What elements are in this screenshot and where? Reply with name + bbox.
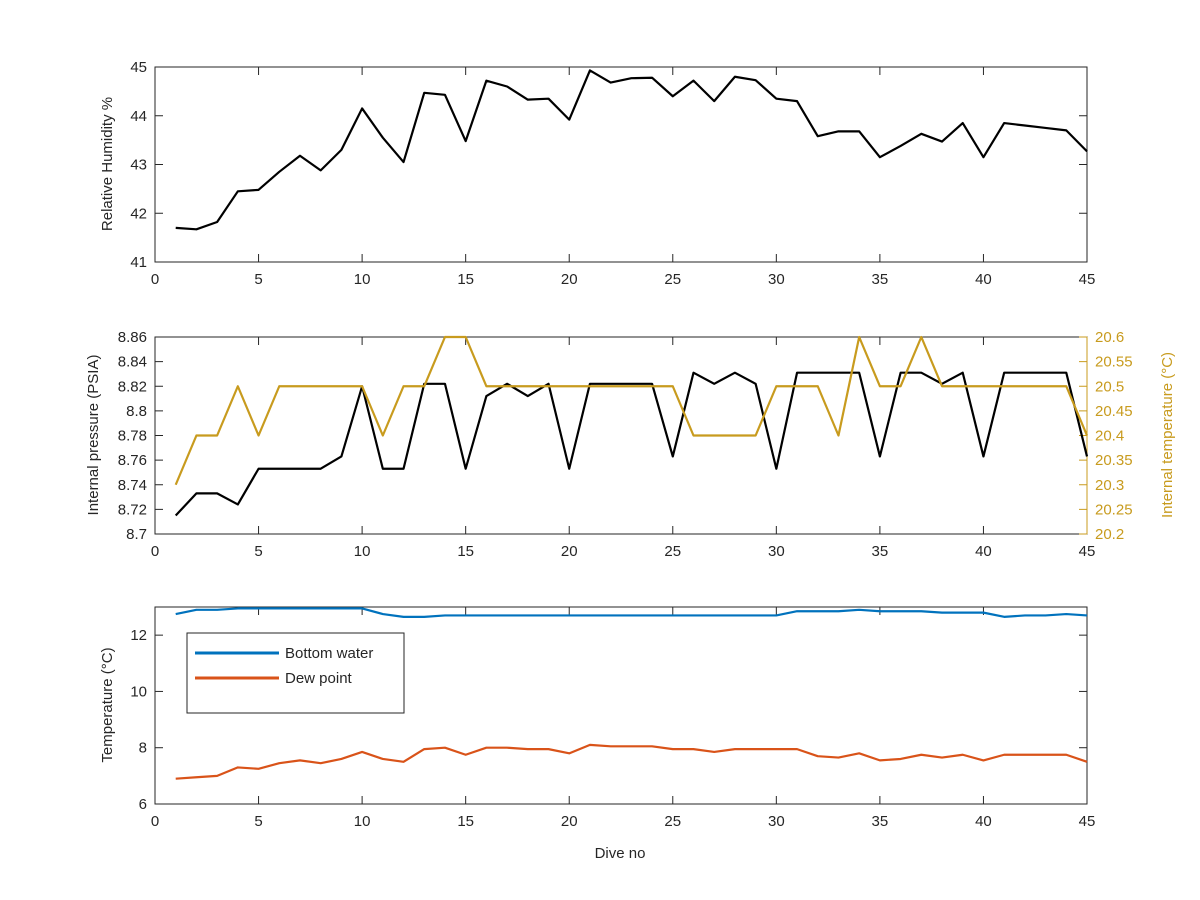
y-tick-label: 8.72: [118, 501, 147, 518]
y-tick-label: 8.8: [126, 403, 147, 420]
series-1-line: [175, 69, 1088, 231]
x-tick-label: 15: [457, 271, 474, 288]
right-y-tick-label: 20.3: [1095, 477, 1124, 494]
legend-label: Bottom water: [285, 645, 373, 662]
x-tick-label: 5: [254, 813, 262, 830]
x-tick-label: 15: [457, 813, 474, 830]
x-tick-label: 40: [975, 813, 992, 830]
right-y-tick-label: 20.45: [1095, 403, 1133, 420]
y-tick-label: 8.7: [126, 526, 147, 543]
plot-area-frame: [154, 66, 1088, 263]
x-tick-label: 35: [872, 271, 889, 288]
y-tick-label: 8.82: [118, 378, 147, 395]
y-tick-label: 45: [130, 59, 147, 76]
legend: Bottom water Dew point: [186, 632, 405, 714]
legend-box: [186, 632, 405, 714]
x-tick-label: 35: [872, 543, 889, 560]
dew-point-line: [175, 743, 1088, 780]
y-tick-label: 10: [130, 683, 147, 700]
x-tick-label: 25: [664, 813, 681, 830]
x-tick-label: 40: [975, 543, 992, 560]
y-tick-label: 8.76: [118, 452, 147, 469]
x-tick-label: 45: [1079, 813, 1096, 830]
humidity-y-axis-label: Relative Humidity %: [99, 97, 116, 231]
y-tick-label: 6: [139, 796, 147, 813]
y-tick-label: 8.86: [118, 329, 147, 346]
x-tick-label: 35: [872, 813, 889, 830]
y-tick-label: 42: [130, 205, 147, 222]
plot-area-frame: [154, 336, 1088, 535]
y-tick-label: 8: [139, 740, 147, 757]
x-tick-label: 0: [151, 543, 159, 560]
y-tick-label: 12: [130, 627, 147, 644]
x-tick-label: 20: [561, 543, 578, 560]
right-y-tick-label: 20.2: [1095, 526, 1124, 543]
x-tick-label: 40: [975, 271, 992, 288]
x-tick-label: 45: [1079, 543, 1096, 560]
x-tick-label: 30: [768, 543, 785, 560]
y-tick-label: 43: [130, 157, 147, 174]
plot-area-frame: [154, 606, 1088, 805]
x-tick-label: 30: [768, 813, 785, 830]
y-tick-label: 8.74: [118, 477, 147, 494]
x-tick-label: 10: [354, 271, 371, 288]
x-tick-label: 0: [151, 271, 159, 288]
dive-no-x-axis-label: Dive no: [595, 845, 646, 862]
x-tick-label: 0: [151, 813, 159, 830]
x-tick-label: 20: [561, 271, 578, 288]
right-y-tick-label: 20.4: [1095, 428, 1124, 445]
y-tick-label: 8.84: [118, 354, 147, 371]
right-y-tick-label: 20.55: [1095, 354, 1133, 371]
right-y-tick-label: 20.35: [1095, 452, 1133, 469]
pressure-y-axis-label: Internal pressure (PSIA): [85, 355, 102, 516]
y-tick-label: 41: [130, 254, 147, 271]
right-y-tick-label: 20.5: [1095, 378, 1124, 395]
x-tick-label: 5: [254, 271, 262, 288]
x-tick-label: 25: [664, 271, 681, 288]
x-tick-label: 45: [1079, 271, 1096, 288]
x-tick-label: 5: [254, 543, 262, 560]
x-tick-label: 10: [354, 543, 371, 560]
internal-temperature-y-axis-label: Internal temperature (°C): [1159, 352, 1176, 518]
y-tick-label: 44: [130, 108, 147, 125]
right-y-tick-label: 20.6: [1095, 329, 1124, 346]
series-1-line: [174, 371, 1089, 517]
temperature-y-axis-label: Temperature (°C): [99, 647, 116, 762]
x-tick-label: 30: [768, 271, 785, 288]
bottom-water-line: [175, 607, 1088, 618]
pressure-temperature-panel: Internal pressure (PSIA) Internal temper…: [85, 329, 1176, 560]
humidity-panel: Relative Humidity % 0 5 10 15 20 25 30 35 40 45 41…: [99, 59, 1095, 288]
x-tick-label: 15: [457, 543, 474, 560]
series-2-line: [174, 335, 1089, 486]
legend-label: Dew point: [285, 670, 353, 687]
x-tick-label: 20: [561, 813, 578, 830]
right-y-tick-label: 20.25: [1095, 501, 1133, 518]
temperature-panel: Temperature (°C) Dive no 0 5 10 15 20 25 30 35 4…: [99, 606, 1096, 862]
x-tick-label: 10: [354, 813, 371, 830]
x-tick-label: 25: [664, 543, 681, 560]
y-tick-label: 8.78: [118, 428, 147, 445]
